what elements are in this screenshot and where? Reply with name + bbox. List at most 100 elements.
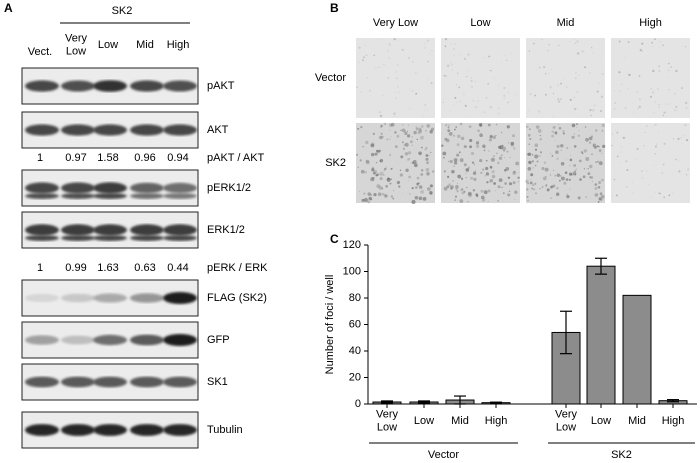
band: [163, 182, 197, 194]
speck: [508, 190, 511, 192]
speck: [627, 41, 630, 43]
speck: [581, 100, 582, 102]
speck: [571, 123, 576, 128]
speck: [659, 192, 661, 195]
speck: [403, 145, 405, 147]
speck: [459, 199, 464, 204]
speck: [443, 186, 448, 191]
speck: [444, 38, 448, 41]
speck: [400, 155, 404, 159]
speck: [507, 101, 509, 104]
band: [61, 424, 95, 436]
speck: [544, 73, 547, 75]
speck: [555, 150, 559, 154]
speck: [663, 196, 666, 199]
speck: [497, 185, 501, 189]
speck: [527, 152, 532, 156]
speck: [455, 101, 458, 104]
speck: [362, 146, 364, 148]
speck: [598, 146, 600, 148]
column-label: High: [639, 17, 662, 29]
speck: [482, 168, 485, 171]
speck: [658, 103, 660, 106]
speck: [378, 185, 383, 190]
speck: [529, 92, 532, 96]
speck: [663, 186, 665, 188]
speck: [503, 95, 506, 97]
speck: [402, 141, 404, 143]
speck: [423, 110, 425, 112]
speck: [485, 172, 489, 176]
speck: [583, 168, 586, 170]
speck: [554, 174, 557, 177]
speck: [393, 116, 395, 117]
speck: [465, 177, 467, 179]
speck: [373, 54, 376, 57]
speck: [638, 105, 641, 108]
speck: [507, 142, 510, 144]
band: [25, 80, 59, 92]
speck: [370, 143, 375, 148]
speck: [668, 194, 671, 197]
band: [61, 335, 95, 345]
speck: [470, 151, 475, 156]
speck: [631, 181, 634, 184]
speck: [394, 145, 398, 149]
speck: [537, 110, 541, 113]
speck: [670, 66, 672, 68]
speck: [504, 157, 505, 158]
speck: [360, 126, 363, 129]
speck: [552, 126, 556, 129]
speck: [512, 134, 515, 138]
speck: [387, 77, 390, 79]
speck: [589, 72, 591, 74]
speck: [402, 192, 403, 194]
speck: [587, 168, 589, 170]
blot-label: pAKT: [207, 80, 235, 92]
lane-label: High: [167, 39, 190, 51]
speck: [428, 154, 430, 156]
band: [61, 124, 95, 136]
speck: [601, 123, 605, 128]
speck: [474, 170, 477, 172]
speck: [687, 168, 690, 171]
speck: [472, 171, 477, 175]
speck: [445, 44, 447, 46]
y-tick-label: 100: [343, 265, 361, 277]
speck: [417, 184, 419, 187]
speck: [376, 149, 379, 153]
speck: [570, 72, 572, 74]
speck: [534, 164, 537, 167]
speck: [395, 77, 398, 80]
speck: [675, 69, 678, 73]
speck: [566, 193, 568, 195]
speck: [663, 111, 666, 114]
speck: [473, 177, 477, 181]
speck: [409, 140, 413, 144]
speck: [658, 47, 661, 49]
speck: [379, 171, 384, 176]
speck: [556, 157, 559, 160]
speck: [485, 96, 488, 99]
speck: [489, 106, 492, 109]
panel-label: B: [330, 1, 339, 15]
speck: [576, 123, 578, 126]
speck: [680, 98, 683, 100]
speck: [417, 131, 421, 135]
speck: [424, 106, 427, 110]
speck: [658, 65, 660, 68]
speck: [600, 110, 602, 112]
speck: [647, 184, 649, 185]
speck: [619, 128, 621, 130]
speck: [415, 126, 417, 128]
speck: [379, 159, 384, 163]
speck: [640, 67, 642, 69]
speck: [394, 92, 396, 94]
speck: [498, 85, 499, 87]
speck: [457, 174, 462, 179]
speck: [655, 145, 657, 148]
speck: [453, 165, 455, 167]
speck: [596, 145, 599, 148]
speck: [585, 157, 590, 161]
speck: [470, 176, 474, 180]
